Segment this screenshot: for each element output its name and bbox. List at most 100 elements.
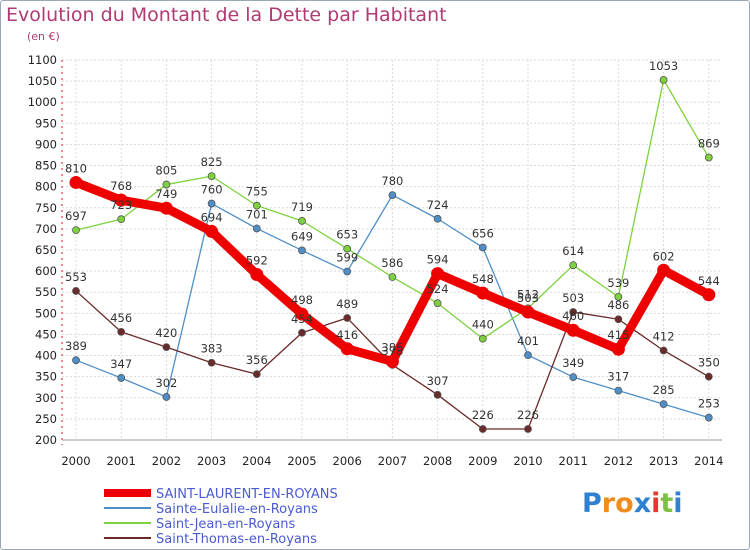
data-point	[343, 244, 352, 253]
data-label: 723	[110, 198, 132, 212]
logo-letter: o	[615, 488, 634, 519]
data-point	[252, 370, 261, 379]
y-tick-label: 1050	[28, 74, 57, 88]
data-labels: 810 768 749 694 592 498 416 386 594 548 503 460 415 6…	[65, 59, 720, 422]
data-point	[69, 175, 83, 189]
data-label: 524	[427, 282, 449, 296]
series-lines	[69, 75, 716, 433]
data-point	[614, 386, 623, 395]
data-point	[478, 334, 487, 343]
data-label: 383	[201, 342, 223, 356]
data-label: 697	[65, 209, 87, 223]
y-tick-label: 550	[35, 285, 57, 299]
axes: 200 250 300 350 400 450 500 550 600 650 700 750 800 8…	[28, 53, 724, 468]
data-label: 356	[246, 353, 268, 367]
data-label: 780	[381, 174, 403, 188]
data-point	[478, 425, 487, 433]
data-label: 503	[562, 291, 584, 305]
y-tick-label: 600	[35, 264, 57, 278]
y-tick-label: 800	[35, 180, 57, 194]
data-point	[72, 287, 80, 295]
data-point	[433, 299, 442, 308]
y-tick-label: 500	[35, 306, 57, 320]
data-point	[569, 261, 578, 270]
data-point	[431, 267, 445, 281]
data-point	[295, 307, 309, 321]
y-tick-label: 200	[35, 433, 57, 447]
data-label: 347	[110, 357, 132, 371]
data-label: 544	[698, 274, 720, 288]
data-point	[207, 172, 216, 181]
data-label: 594	[427, 253, 449, 267]
data-label: 349	[562, 356, 584, 370]
data-label: 656	[472, 226, 494, 240]
y-tick-label: 900	[35, 137, 57, 151]
data-point	[298, 216, 306, 225]
data-point	[250, 267, 264, 281]
x-tick-label: 2011	[559, 454, 588, 468]
data-label: 489	[336, 297, 358, 311]
data-point	[704, 413, 713, 422]
data-label: 307	[427, 374, 449, 388]
data-point	[117, 215, 126, 224]
x-tick-label: 2002	[152, 454, 181, 468]
data-label: 553	[65, 270, 87, 284]
data-point	[72, 356, 80, 365]
data-label: 378	[381, 344, 403, 358]
data-point	[659, 346, 668, 355]
y-tick-label: 1100	[28, 53, 57, 67]
data-point	[385, 354, 399, 368]
y-tick-label: 750	[35, 201, 57, 215]
y-tick-label: 250	[35, 412, 57, 426]
data-point	[252, 201, 261, 210]
data-label: 386	[381, 340, 403, 354]
data-label: 420	[155, 326, 177, 340]
data-label: 350	[698, 356, 720, 370]
data-point	[205, 224, 219, 238]
legend-label: SAINT-LAURENT-EN-ROYANS	[156, 487, 338, 502]
data-point	[659, 75, 668, 84]
data-label: 755	[246, 185, 268, 199]
data-point	[298, 246, 306, 255]
chart-subtitle: (en €)	[27, 30, 60, 43]
data-label: 825	[201, 155, 223, 169]
data-label: 498	[291, 293, 313, 307]
x-tick-label: 2010	[513, 454, 542, 468]
data-label: 548	[472, 272, 494, 286]
data-label: 768	[110, 179, 132, 193]
x-tick-label: 2006	[333, 454, 362, 468]
y-tick-label: 450	[35, 327, 57, 341]
data-label: 253	[698, 397, 720, 411]
data-label: 415	[607, 328, 629, 342]
data-point	[611, 342, 625, 356]
y-tick-label: 950	[35, 116, 57, 130]
data-label: 760	[201, 183, 223, 197]
data-point	[659, 400, 668, 409]
data-point	[433, 390, 442, 399]
data-label: 701	[246, 207, 268, 221]
data-label: 416	[336, 328, 358, 342]
data-label: 512	[517, 287, 539, 301]
data-label: 226	[472, 408, 494, 422]
y-tick-label: 700	[35, 222, 57, 236]
data-label: 694	[201, 210, 223, 224]
data-label: 412	[653, 329, 675, 343]
y-tick-label: 650	[35, 243, 57, 257]
y-tick-label: 350	[35, 370, 57, 384]
data-point	[388, 273, 397, 281]
data-label: 810	[65, 161, 87, 175]
chart-title: Evolution du Montant de la Dette par Hab…	[6, 4, 447, 26]
x-tick-label: 2003	[197, 454, 226, 468]
legend-label: Saint-Thomas-en-Royans	[156, 532, 317, 547]
data-label: 389	[65, 339, 87, 353]
data-label: 503	[517, 291, 539, 305]
data-point	[704, 153, 713, 162]
logo-letter: r	[601, 488, 616, 519]
logo-letter: t	[660, 488, 674, 519]
data-label: 317	[607, 370, 629, 384]
data-label: 649	[291, 229, 313, 243]
data-label: 226	[517, 408, 539, 422]
data-label: 539	[607, 276, 629, 290]
data-point	[298, 328, 306, 337]
data-point	[569, 373, 578, 381]
